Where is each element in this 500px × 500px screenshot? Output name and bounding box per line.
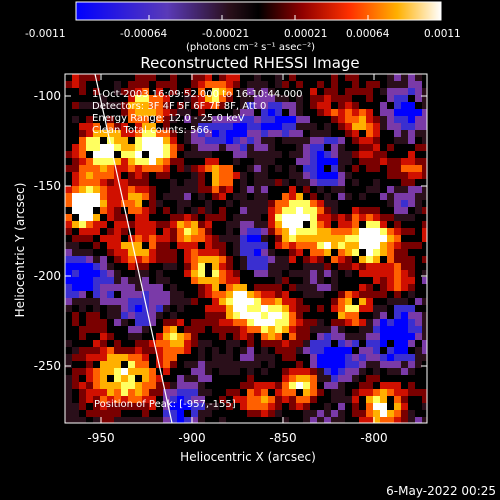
x-tick-label-1: -900 (178, 431, 205, 445)
x-tick-label-0: -950 (87, 431, 114, 445)
colorbar-tick-marks (75, 15, 442, 20)
footer-timestamp: 6-May-2022 00:25 (386, 484, 496, 498)
colorbar-tick-3: 0.00021 (284, 28, 327, 40)
y-tick-label-2: -200 (34, 269, 61, 283)
colorbar-tick-2: -0.00021 (202, 28, 249, 40)
solar-limb-line (94, 74, 173, 423)
colorbar-tick-1: -0.00064 (120, 28, 168, 40)
annotation-energy-range: Energy Range: 12.0 - 25.0 keV (92, 113, 245, 124)
colorbar-tick-5: 0.0011 (424, 28, 461, 40)
y-tick-label-1: -150 (34, 179, 61, 193)
x-tick-label-3: -800 (360, 431, 387, 445)
x-axis-label: Heliocentric X (arcsec) (180, 450, 316, 464)
x-tick-label-2: -850 (269, 431, 296, 445)
y-tick-label-0: -100 (34, 89, 61, 103)
annotation-detectors: Detectors: 3F 4F 5F 6F 7F 8F, Att 0 (92, 101, 266, 112)
colorbar (75, 1, 442, 21)
annotation-clean: Clean Total counts: 566. (92, 125, 212, 136)
plot-title: Reconstructed RHESSI Image (140, 54, 359, 72)
y-tick-label-3: -250 (34, 359, 61, 373)
plot-frame (64, 73, 428, 424)
heatmap-image (65, 74, 427, 423)
y-axis-label: Heliocentric Y (arcsec) (13, 183, 27, 318)
x-axis-ticks (100, 74, 375, 423)
colorbar-tick-0: -0.0011 (25, 28, 66, 40)
annotation-peak-position: Position of Peak: [-957,-155] (94, 399, 236, 410)
annotation-time-range: 1-Oct-2003 16:09:52.000 to 16:10:44.000 (92, 89, 303, 100)
colorbar-tick-4: 0.00064 (346, 28, 390, 40)
colorbar-unit-label: (photons cm⁻² s⁻¹ asec⁻²) (186, 42, 315, 53)
y-axis-ticks (65, 95, 427, 367)
